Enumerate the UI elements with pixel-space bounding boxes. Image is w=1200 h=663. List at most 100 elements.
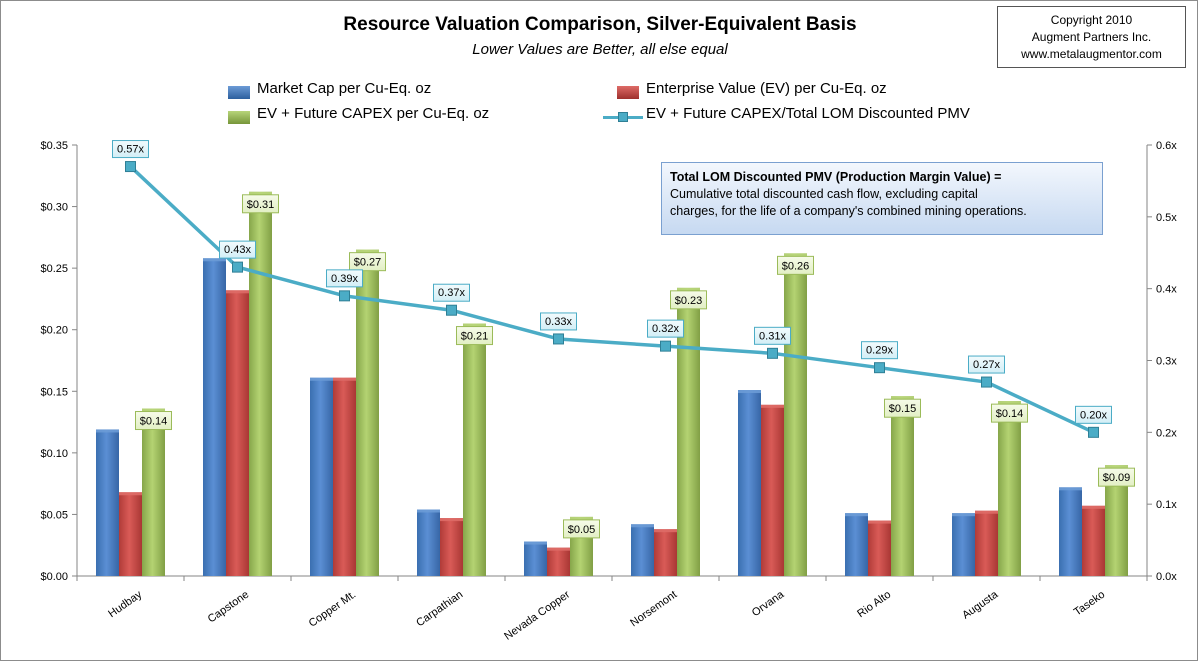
bar-ev-capex bbox=[463, 323, 486, 576]
ratio-data-label-box bbox=[540, 312, 577, 331]
copyright-line-1: Copyright 2010 bbox=[1050, 13, 1133, 27]
ev-capex-data-label: $0.05 bbox=[568, 524, 596, 536]
ratio-data-label-box bbox=[1075, 405, 1112, 424]
bar-market-cap bbox=[631, 524, 654, 576]
y-right-tick-label: 0.3x bbox=[1156, 356, 1177, 368]
ev-capex-data-label: $0.09 bbox=[1103, 472, 1131, 484]
ratio-data-label: 0.31x bbox=[759, 330, 786, 342]
bar-ev-top bbox=[226, 290, 249, 294]
ratio-data-label: 0.33x bbox=[545, 316, 572, 328]
legend-label-market-cap: Market Cap per Cu-Eq. oz bbox=[257, 80, 432, 97]
y-left-tick-label: $0.35 bbox=[40, 140, 68, 152]
y-right-tick-label: 0.0x bbox=[1156, 571, 1177, 583]
ev-capex-data-label: $0.14 bbox=[996, 408, 1024, 420]
legend-swatch-ev bbox=[617, 86, 639, 99]
ratio-marker bbox=[981, 376, 992, 388]
bar-ev-capex bbox=[142, 408, 165, 576]
bar-ev-capex-top bbox=[677, 287, 700, 291]
bar-market-cap-top bbox=[524, 541, 547, 545]
annotation-line-2: charges, for the life of a company's com… bbox=[670, 204, 1027, 218]
ev-capex-data-label: $0.15 bbox=[889, 403, 917, 415]
chart-subtitle: Lower Values are Better, all else equal bbox=[472, 41, 728, 58]
legend-swatch-ev-capex bbox=[228, 111, 250, 124]
bar-ev-capex bbox=[998, 401, 1021, 576]
bar-ev-top bbox=[547, 547, 570, 551]
legend-label-ev-capex: EV + Future CAPEX per Cu-Eq. oz bbox=[257, 105, 490, 122]
y-right-tick-label: 0.2x bbox=[1156, 427, 1177, 439]
bar-ev bbox=[333, 377, 356, 576]
bar-market-cap bbox=[952, 513, 975, 576]
bar-market-cap bbox=[96, 429, 119, 576]
bar-ev-capex-top bbox=[998, 401, 1021, 405]
ratio-marker bbox=[660, 340, 671, 352]
ev-capex-data-label: $0.21 bbox=[461, 331, 489, 343]
bar-ev-capex-top bbox=[570, 516, 593, 520]
legend-marker-ratio bbox=[618, 112, 628, 122]
x-tick-label: Orvana bbox=[750, 588, 787, 619]
bar-ev bbox=[440, 518, 463, 576]
x-tick-label: Augusta bbox=[960, 588, 1001, 621]
legend-swatch-market-cap bbox=[228, 86, 250, 99]
bar-ev-capex-top bbox=[784, 253, 807, 257]
bar-ev-top bbox=[440, 518, 463, 522]
legend-label-ratio: EV + Future CAPEX/Total LOM Discounted P… bbox=[646, 105, 970, 122]
bar-ev-capex bbox=[249, 191, 272, 576]
ratio-data-label: 0.57x bbox=[117, 144, 144, 156]
copyright-box: Copyright 2010 Augment Partners Inc. www… bbox=[997, 6, 1186, 68]
ratio-marker bbox=[125, 161, 136, 173]
ratio-data-label-box bbox=[861, 341, 898, 360]
bar-ev-capex bbox=[784, 253, 807, 576]
ratio-data-label-box bbox=[754, 326, 791, 345]
bar-ev bbox=[226, 290, 249, 576]
bar-market-cap bbox=[845, 513, 868, 576]
bar-ev bbox=[654, 529, 677, 576]
bar-ev bbox=[761, 404, 784, 576]
ev-capex-data-label-box bbox=[135, 411, 172, 431]
bar-ev-top bbox=[975, 510, 998, 514]
chart-title: Resource Valuation Comparison, Silver-Eq… bbox=[343, 14, 857, 35]
bar-market-cap-top bbox=[203, 258, 226, 262]
bar-ev-capex bbox=[677, 287, 700, 576]
bar-market-cap bbox=[203, 258, 226, 576]
y-right-tick-label: 0.4x bbox=[1156, 284, 1177, 296]
y-left-tick-label: $0.00 bbox=[40, 571, 68, 583]
y-left-tick-label: $0.15 bbox=[40, 386, 68, 398]
ratio-data-label-box bbox=[433, 283, 470, 302]
ratio-data-label: 0.29x bbox=[866, 345, 893, 357]
annotation-heading: Total LOM Discounted PMV (Production Mar… bbox=[670, 170, 1002, 184]
annotation-box: Total LOM Discounted PMV (Production Mar… bbox=[661, 162, 1103, 235]
bar-ev-capex bbox=[1105, 465, 1128, 576]
x-tick-label: Taseko bbox=[1072, 589, 1107, 619]
y-right-tick-label: 0.6x bbox=[1156, 140, 1177, 152]
ev-capex-data-label: $0.27 bbox=[354, 257, 382, 269]
bar-ev-capex-top bbox=[142, 408, 165, 412]
y-left-tick-label: $0.10 bbox=[40, 448, 68, 460]
ev-capex-data-label: $0.23 bbox=[675, 295, 703, 307]
x-tick-label: Rio Alto bbox=[855, 589, 893, 621]
bar-ev-capex-top bbox=[1105, 465, 1128, 469]
bar-market-cap-top bbox=[631, 524, 654, 528]
x-tick-label: Nevada Copper bbox=[502, 588, 572, 642]
ratio-marker bbox=[874, 362, 885, 374]
bar-ev-top bbox=[1082, 505, 1105, 509]
y-right-tick-label: 0.5x bbox=[1156, 212, 1177, 224]
ratio-marker bbox=[446, 304, 457, 316]
ratio-marker bbox=[1088, 426, 1099, 438]
bar-ev-capex-top bbox=[463, 323, 486, 327]
x-tick-label: Carpathian bbox=[414, 589, 465, 630]
bar-market-cap-top bbox=[417, 509, 440, 513]
ev-capex-data-label-box bbox=[1098, 467, 1135, 487]
ratio-data-label: 0.43x bbox=[224, 244, 251, 256]
ratio-marker bbox=[767, 347, 778, 359]
ratio-data-label-box bbox=[647, 319, 684, 338]
bar-market-cap-top bbox=[96, 429, 119, 433]
ev-capex-data-label-box bbox=[456, 326, 493, 346]
y-left-tick-label: $0.05 bbox=[40, 509, 68, 521]
ev-capex-data-label-box bbox=[884, 398, 921, 418]
ratio-data-label: 0.20x bbox=[1080, 409, 1107, 421]
ratio-data-label-box bbox=[968, 355, 1005, 374]
bar-ev bbox=[1082, 505, 1105, 576]
ratio-data-label: 0.37x bbox=[438, 287, 465, 299]
bar-market-cap-top bbox=[952, 513, 975, 517]
bar-ev-top bbox=[333, 377, 356, 381]
